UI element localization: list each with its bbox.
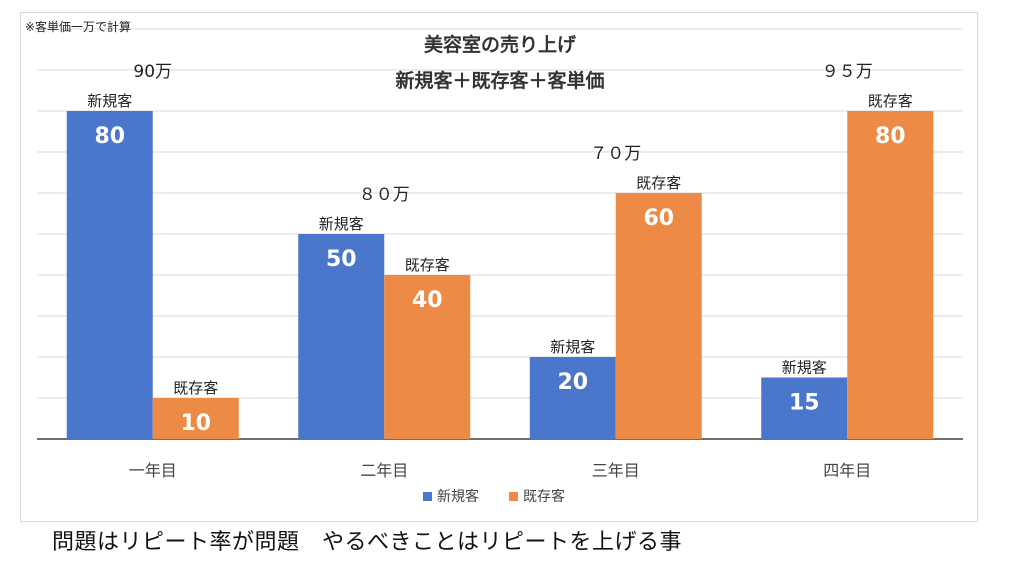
bar-existing: [847, 111, 934, 439]
bar-value-label: 60: [643, 206, 674, 231]
legend-swatch: [509, 492, 518, 501]
group-total-label: 90万: [133, 62, 172, 82]
legend-label: 既存客: [523, 488, 565, 505]
legend-label: 新規客: [437, 488, 479, 505]
category-label: 一年目: [129, 461, 177, 480]
bar-new: [298, 234, 385, 439]
bar-existing: [384, 275, 471, 439]
chart-title: 美容室の売り上げ: [424, 33, 577, 56]
bar-new: [761, 377, 848, 439]
chart-frame: 80 新規客 10 既存客 90万一年目 50 新規客 40 既存客 ８０万二年目 20 新規客 60 既…: [20, 12, 978, 522]
bar-series-label: 新規客: [550, 338, 595, 356]
footer-caption: 問題はリピート率が問題 やるべきことはリピートを上げる事: [52, 530, 683, 555]
category-label: 四年目: [823, 461, 871, 480]
bar-existing: [152, 398, 239, 439]
bar-value-label: 80: [875, 124, 906, 149]
category-label: 三年目: [592, 461, 640, 480]
bar-series-label: 既存客: [868, 92, 913, 110]
bar-existing: [615, 193, 702, 439]
bar-value-label: 15: [789, 391, 820, 416]
bar-value-label: 10: [180, 411, 211, 436]
bar-series-label: 既存客: [173, 379, 218, 397]
bar-new: [66, 111, 153, 439]
bar-series-label: 新規客: [782, 359, 827, 377]
legend: 新規客 既存客: [423, 488, 565, 505]
calculation-note: ※客単価一万で計算: [25, 19, 131, 34]
bar-series-label: 新規客: [319, 215, 364, 233]
group-total-label: ８０万: [359, 185, 410, 205]
bar-new: [529, 357, 616, 439]
bar-series-label: 既存客: [636, 174, 681, 192]
group-total-label: ９５万: [822, 62, 873, 82]
bar-value-label: 40: [412, 288, 443, 313]
bar-value-label: 50: [326, 247, 357, 272]
chart-subtitle: 新規客＋既存客＋客単価: [395, 69, 604, 92]
bar-value-label: 80: [94, 124, 125, 149]
group-total-label: ７０万: [590, 144, 641, 164]
bar-series-label: 既存客: [405, 256, 450, 274]
legend-swatch: [423, 492, 432, 501]
category-label: 二年目: [360, 461, 408, 480]
bar-value-label: 20: [557, 370, 588, 395]
bar-series-label: 新規客: [87, 92, 132, 110]
